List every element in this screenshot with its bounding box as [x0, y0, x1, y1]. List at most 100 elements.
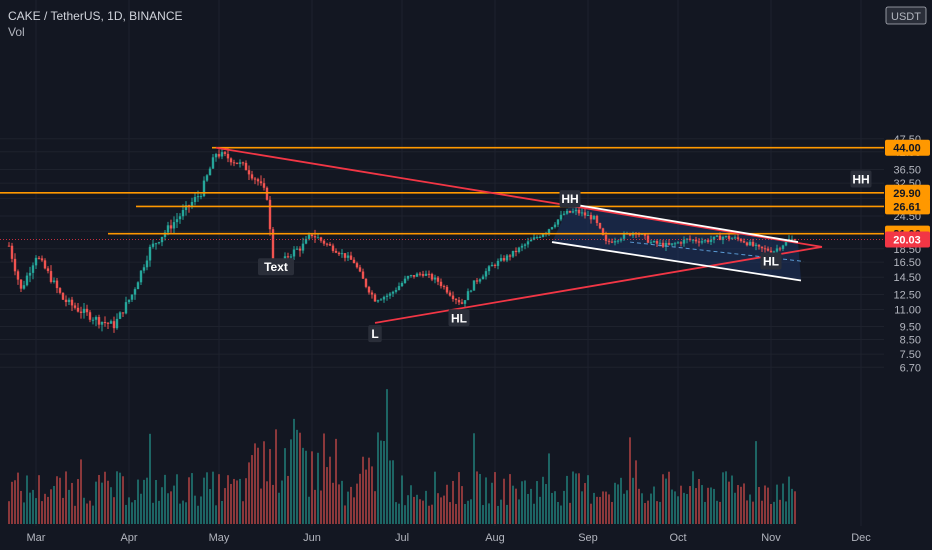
volume-bar	[185, 502, 187, 524]
volume-bar	[239, 478, 241, 524]
volume-bar	[470, 499, 472, 524]
symbol-title: CAKE / TetherUS, 1D, BINANCE	[8, 9, 183, 23]
candle-body	[403, 278, 407, 284]
volume-bar	[347, 491, 349, 524]
volume-bar	[770, 503, 772, 524]
y-tick-label: 16.50	[893, 257, 921, 269]
candle-body	[427, 273, 431, 275]
volume-bar	[17, 472, 19, 524]
horizontal-levels[interactable]	[0, 146, 884, 241]
volume-bar	[281, 480, 283, 524]
volume-bar	[491, 482, 493, 524]
candle-body	[481, 276, 485, 280]
volume-bar	[341, 480, 343, 524]
y-tick-label: 11.00	[894, 304, 921, 316]
volume-bar	[212, 471, 214, 524]
volume-bar	[428, 505, 430, 524]
candle-body	[244, 162, 248, 171]
volume-bar	[314, 489, 316, 524]
volume-bar	[794, 491, 796, 524]
volume-bar	[686, 493, 688, 524]
volume-bar	[362, 456, 364, 524]
candle-body	[736, 237, 740, 239]
x-tick-label: Oct	[669, 532, 686, 544]
volume-bar	[773, 501, 775, 524]
y-tick-label: 6.70	[900, 362, 921, 374]
volume-bar	[464, 503, 466, 524]
candle-body	[70, 299, 74, 306]
annotation-box	[760, 252, 782, 270]
candle-body	[613, 241, 617, 243]
volume-bar	[614, 482, 616, 524]
volume-bar	[122, 476, 124, 524]
candle-body	[61, 292, 65, 300]
candle-body	[769, 250, 773, 253]
volume-bar	[680, 485, 682, 524]
candle-body	[109, 321, 113, 324]
volume-bar	[92, 505, 94, 524]
volume-bar	[521, 481, 523, 524]
volume-bar	[332, 482, 334, 524]
candle-body	[484, 271, 488, 277]
volume-bar	[317, 452, 319, 524]
candle-body	[37, 257, 41, 259]
volume-bar	[713, 488, 715, 524]
volume-bar	[719, 501, 721, 524]
volume-bar	[380, 440, 382, 524]
candle-body	[124, 302, 128, 314]
volume-bar	[776, 484, 778, 524]
volume-bar	[647, 500, 649, 524]
volume-bar	[740, 486, 742, 524]
volume-bar	[338, 484, 340, 524]
volume-bar	[506, 504, 508, 524]
volume-bar	[731, 475, 733, 524]
price-axis[interactable]: 47.5042.5036.5032.5028.5024.5021.5018.50…	[885, 6, 930, 374]
channel-line	[569, 202, 799, 243]
candle-body	[13, 258, 17, 272]
price-tag-label: 29.90	[893, 188, 921, 200]
candle-body	[496, 260, 500, 266]
candle-body	[331, 245, 335, 251]
candle-body	[586, 215, 590, 217]
volume-bar	[11, 481, 13, 524]
volume-bar	[734, 492, 736, 524]
candle-body	[370, 292, 374, 295]
candle-body	[364, 278, 368, 287]
candle-body	[475, 280, 479, 282]
candle-body	[28, 272, 32, 276]
candle-body	[415, 273, 419, 277]
volume-bar	[113, 497, 115, 524]
candle-body	[502, 258, 506, 261]
volume-bar	[476, 471, 478, 524]
candle-body	[739, 238, 743, 242]
volume-bar	[368, 457, 370, 524]
candle-body	[757, 244, 761, 247]
candles	[7, 148, 797, 333]
candle-body	[133, 289, 137, 295]
volume-bar	[755, 441, 757, 524]
candle-body	[73, 305, 77, 308]
volume-bar	[698, 478, 700, 524]
candle-body	[22, 285, 26, 289]
candle-body	[742, 241, 746, 243]
volume-bar	[146, 477, 148, 524]
time-axis[interactable]: Mar Apr May Jun Jul Aug Sep Oct Nov Dec	[27, 532, 872, 544]
annotations[interactable]: HH HL L HL Text HH	[258, 170, 872, 343]
candle-body	[589, 215, 593, 220]
candle-body	[487, 266, 491, 272]
volume-bar	[569, 502, 571, 524]
candle-body	[505, 255, 509, 261]
candle-body	[730, 238, 734, 240]
candle-body	[253, 178, 257, 180]
x-tick-label: Aug	[485, 532, 505, 544]
volume-bar	[542, 476, 544, 524]
candle-body	[499, 258, 503, 261]
candle-body	[82, 308, 86, 313]
candle-body	[532, 237, 536, 240]
channel-line	[551, 241, 802, 282]
currency-badge	[885, 6, 927, 25]
candle-body	[136, 282, 140, 290]
volume-bar	[545, 484, 547, 524]
volume-bar	[443, 495, 445, 524]
